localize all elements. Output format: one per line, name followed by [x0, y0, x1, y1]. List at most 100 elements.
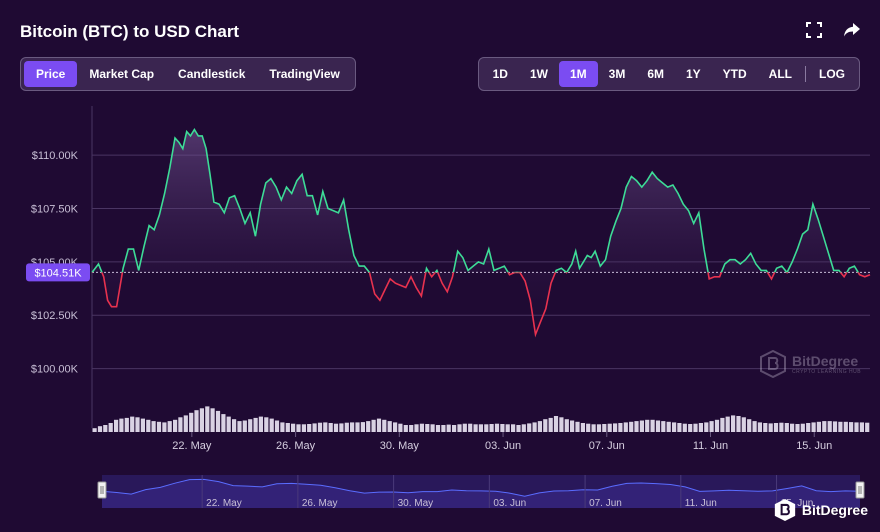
volume-bar	[639, 420, 644, 432]
price-chart[interactable]: $100.00K $102.50K $105.00K $107.50K $110.00K…	[0, 98, 880, 532]
volume-bar	[210, 408, 215, 432]
volume-bar	[409, 425, 414, 432]
volume-bar	[811, 422, 816, 432]
volume-bar	[274, 420, 280, 432]
volume-bar	[527, 423, 532, 432]
volume-bar	[237, 421, 242, 432]
volume-bar	[800, 423, 805, 432]
navigator-handle-right[interactable]	[855, 481, 865, 499]
share-icon[interactable]	[842, 20, 862, 40]
volume-bar	[832, 421, 838, 432]
navigator-tick-label: 26. May	[302, 498, 338, 509]
volume-bar	[457, 424, 462, 432]
volume-bar	[258, 416, 263, 432]
volume-bar	[435, 425, 441, 432]
volume-bar	[226, 416, 231, 432]
volume-bar	[629, 421, 634, 432]
volume-bar	[854, 422, 859, 432]
y-axis: $100.00K$102.50K$105.00K$107.50K$110.00K	[31, 150, 79, 376]
volume-bar	[178, 417, 183, 432]
volume-bar	[462, 423, 467, 432]
navigator-tick-label: 11. Jun	[685, 498, 717, 509]
tab-market-cap[interactable]: Market Cap	[89, 67, 155, 81]
volume-bar	[822, 421, 827, 432]
volume-bar	[672, 422, 677, 432]
range-1w[interactable]: 1W	[529, 67, 548, 81]
volume-bar	[108, 423, 113, 432]
y-tick-label: $100.00K	[31, 364, 79, 376]
range-navigator[interactable]: 22. May 26. May 30. May 03. Jun 07. Jun 11. J…	[97, 475, 865, 509]
volume-bar	[291, 423, 296, 432]
volume-bar	[350, 422, 355, 432]
range-1y[interactable]: 1Y	[685, 67, 701, 81]
volume-bar	[516, 425, 521, 432]
tab-price[interactable]: Price	[24, 61, 78, 87]
range-1m[interactable]: 1M	[558, 61, 598, 87]
volume-bar	[779, 422, 784, 432]
fullscreen-icon[interactable]	[804, 20, 824, 40]
volume-bar	[478, 424, 483, 432]
x-tick-label: 22. May	[172, 440, 212, 452]
handle-body	[97, 481, 107, 499]
volume-bar	[688, 424, 693, 432]
volume-bar	[827, 421, 832, 432]
volume-bar	[537, 421, 542, 432]
volume-bar	[312, 423, 317, 432]
volume-bar	[156, 421, 162, 432]
volume-bar	[773, 423, 779, 432]
volume-bar	[215, 410, 221, 432]
volume-bar	[398, 423, 403, 432]
volume-bar	[784, 423, 789, 432]
current-price-badge: $104.51K	[26, 263, 90, 282]
navigator-tick-label: 03. Jun	[493, 498, 526, 509]
volume-bar	[618, 423, 623, 432]
volume-bar	[199, 408, 204, 432]
watermark-name: BitDegree	[792, 353, 859, 369]
volume-bar	[124, 417, 129, 432]
range-ytd[interactable]: YTD	[722, 67, 747, 81]
y-tick-label: $110.00K	[32, 150, 79, 162]
volume-bar	[328, 423, 333, 432]
log-scale-toggle[interactable]: LOG	[819, 67, 845, 81]
y-tick-label: $107.50K	[31, 203, 79, 215]
volume-bar	[167, 421, 172, 432]
volume-bar	[725, 416, 730, 432]
volume-bar	[339, 423, 344, 432]
volume-bar	[543, 419, 548, 432]
volume-bar	[553, 416, 559, 432]
volume-bar	[484, 424, 489, 432]
volume-bar	[317, 422, 323, 432]
volume-bar	[494, 423, 500, 432]
volume-bar	[731, 415, 736, 432]
volume-bar	[446, 424, 451, 432]
volume-bar	[602, 424, 607, 432]
volume-bar	[849, 422, 854, 432]
tab-candlestick[interactable]: Candlestick	[178, 67, 246, 81]
tab-tradingview[interactable]: TradingView	[269, 67, 340, 81]
volume-bar	[414, 424, 419, 432]
bitdegree-watermark-icon	[760, 350, 786, 378]
volume-bar	[205, 406, 210, 432]
volume-bar	[548, 417, 553, 432]
navigator-handle-left[interactable]	[97, 481, 107, 499]
volume-bar	[162, 422, 167, 432]
volume-bar	[301, 424, 306, 432]
range-all[interactable]: ALL	[768, 67, 792, 81]
range-6m[interactable]: 6M	[647, 67, 664, 81]
volume-bar	[280, 422, 285, 432]
range-1d[interactable]: 1D	[492, 67, 508, 81]
volume-bar	[714, 419, 720, 432]
volume-bar	[371, 419, 376, 432]
price-area	[92, 129, 870, 335]
watermark-tagline: CRYPTO LEARNING HUB	[792, 369, 862, 375]
volume-bar	[452, 425, 457, 432]
volume-bar	[591, 424, 596, 432]
navigator-tick-label: 15. Jun	[781, 498, 814, 509]
volume-bar	[382, 419, 387, 432]
bitdegree-logo-icon	[774, 499, 796, 521]
volume-bar	[521, 424, 526, 432]
range-3m[interactable]: 3M	[608, 67, 626, 81]
volume-bar	[242, 420, 247, 432]
volume-bar	[366, 421, 371, 432]
volume-bar	[570, 420, 575, 432]
